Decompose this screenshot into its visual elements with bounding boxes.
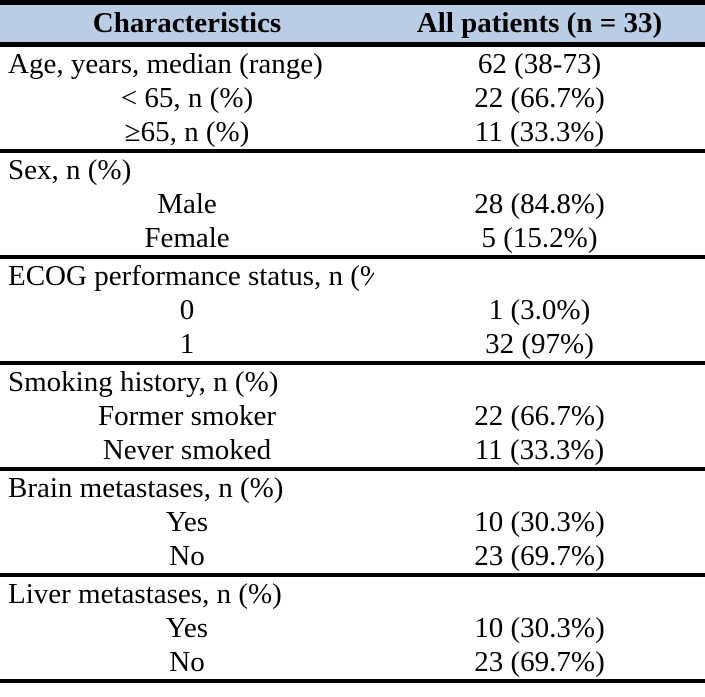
characteristic-cell: Sex, n (%) [8,154,132,186]
table-row-age-under65: < 65, n (%) 22 (66.7%) [0,81,705,115]
characteristic-cell: ECOG performance status, n (%) [8,260,374,292]
table-row-brain-mets: Brain metastases, n (%) [0,469,705,505]
characteristic-cell: < 65, n (%) [120,82,254,114]
table-row-liver-mets-no: No 23 (69.7%) [0,645,705,683]
characteristic-cell: Age, years, median (range) [8,48,323,80]
characteristics-column-header: Characteristics [0,2,374,47]
characteristic-cell: Former smoker [98,400,276,432]
characteristic-cell: ≥65, n (%) [0,115,374,153]
table-row-age-over65: ≥65, n (%) 11 (33.3%) [0,115,705,153]
table-row-sex-male: Male 28 (84.8%) [0,187,705,221]
value-cell: 62 (38-73) [477,48,602,80]
value-cell: 23 (69.7%) [374,645,705,683]
characteristic-cell: Liver metastases, n (%) [8,578,282,610]
value-cell: 32 (97%) [374,327,705,365]
table-row-smoking-former: Former smoker 22 (66.7%) [0,399,705,433]
table-row-smoking: Smoking history, n (%) [0,363,705,399]
characteristic-cell: Male [157,188,217,220]
value-cell [374,151,705,187]
value-cell: 10 (30.3%) [474,506,605,538]
value-cell: 11 (33.3%) [374,433,705,471]
value-cell: 5 (15.2%) [374,221,705,259]
table-header-row: Characteristics All patients (n = 33) [0,2,705,47]
table-row-brain-mets-yes: Yes 10 (30.3%) [0,505,705,539]
characteristic-cell: Never smoked [0,433,374,471]
table-row-sex: Sex, n (%) [0,151,705,187]
table-row-age: Age, years, median (range) 62 (38-73) [0,45,705,82]
value-cell: 10 (30.3%) [474,612,605,644]
table-row-ecog-0: 0 1 (3.0%) [0,293,705,327]
value-cell [374,363,705,399]
table-row-liver-mets: Liver metastases, n (%) [0,575,705,611]
value-cell [374,469,705,505]
value-cell: 11 (33.3%) [374,115,705,153]
characteristic-cell: No [0,645,374,683]
patient-characteristics-table: Characteristics All patients (n = 33) Ag… [0,0,705,683]
characteristic-cell: Yes [165,506,209,538]
value-cell [374,575,705,611]
all-patients-column-header: All patients (n = 33) [374,2,705,47]
table-row-liver-mets-yes: Yes 10 (30.3%) [0,611,705,645]
table-row-ecog: ECOG performance status, n (%) [0,257,705,293]
characteristic-cell: Female [0,221,374,259]
characteristic-cell: Smoking history, n (%) [8,366,279,398]
table-row-brain-mets-no: No 23 (69.7%) [0,539,705,577]
characteristic-cell: 0 [179,294,195,326]
value-cell: 28 (84.8%) [474,188,605,220]
characteristic-cell: Yes [165,612,209,644]
characteristic-cell: No [0,539,374,577]
characteristic-cell: Brain metastases, n (%) [8,472,284,504]
value-cell: 23 (69.7%) [374,539,705,577]
value-cell: 22 (66.7%) [474,400,605,432]
value-cell: 1 (3.0%) [488,294,591,326]
value-cell [374,257,705,293]
table-row-smoking-never: Never smoked 11 (33.3%) [0,433,705,471]
value-cell: 22 (66.7%) [474,82,605,114]
characteristic-cell: 1 [0,327,374,365]
table-row-sex-female: Female 5 (15.2%) [0,221,705,259]
table-row-ecog-1: 1 32 (97%) [0,327,705,365]
